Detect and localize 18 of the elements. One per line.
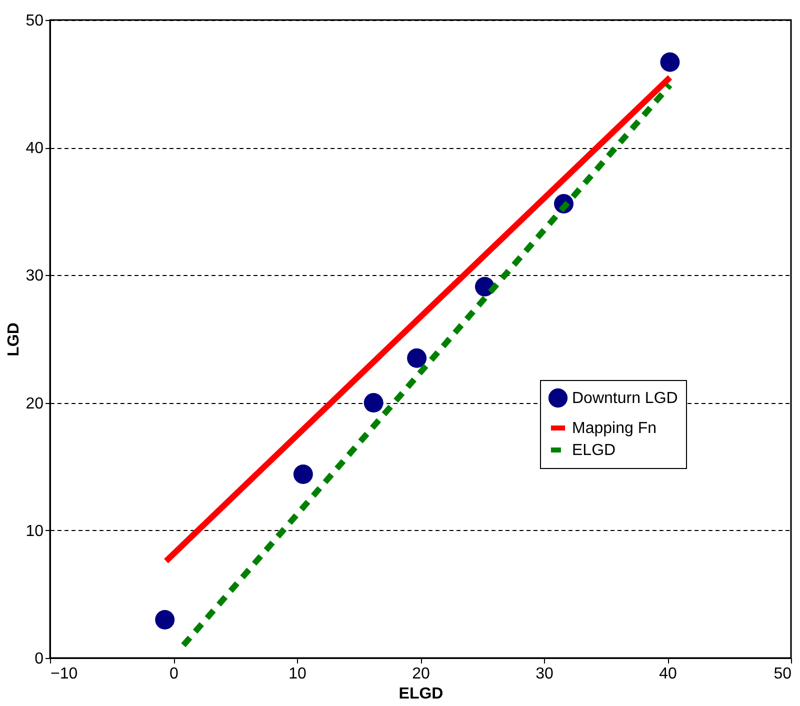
x-tick-label: 10 <box>288 666 306 682</box>
x-axis-title: ELGD <box>398 686 444 702</box>
x-tick-label: 50 <box>774 666 792 682</box>
y-tick-label: 0 <box>34 650 44 668</box>
legend-label: Mapping Fn <box>572 420 656 437</box>
x-tick-label: 30 <box>536 666 554 682</box>
y-tick-label: 20 <box>26 395 44 412</box>
legend-label: Downturn LGD <box>572 390 678 407</box>
x-tick-label: 40 <box>659 666 677 682</box>
y-tick-label: 10 <box>26 522 44 540</box>
y-tick-label: 40 <box>26 140 44 158</box>
y-tick-label: 30 <box>26 268 44 285</box>
x-tick-label: 20 <box>412 666 430 682</box>
x-tick-label: −10 <box>50 666 78 682</box>
y-axis-title: LGD <box>6 322 23 356</box>
legend-label: ELGD <box>572 442 616 459</box>
y-tick-label: 50 <box>26 12 44 30</box>
x-tick-label: 0 <box>170 666 179 682</box>
